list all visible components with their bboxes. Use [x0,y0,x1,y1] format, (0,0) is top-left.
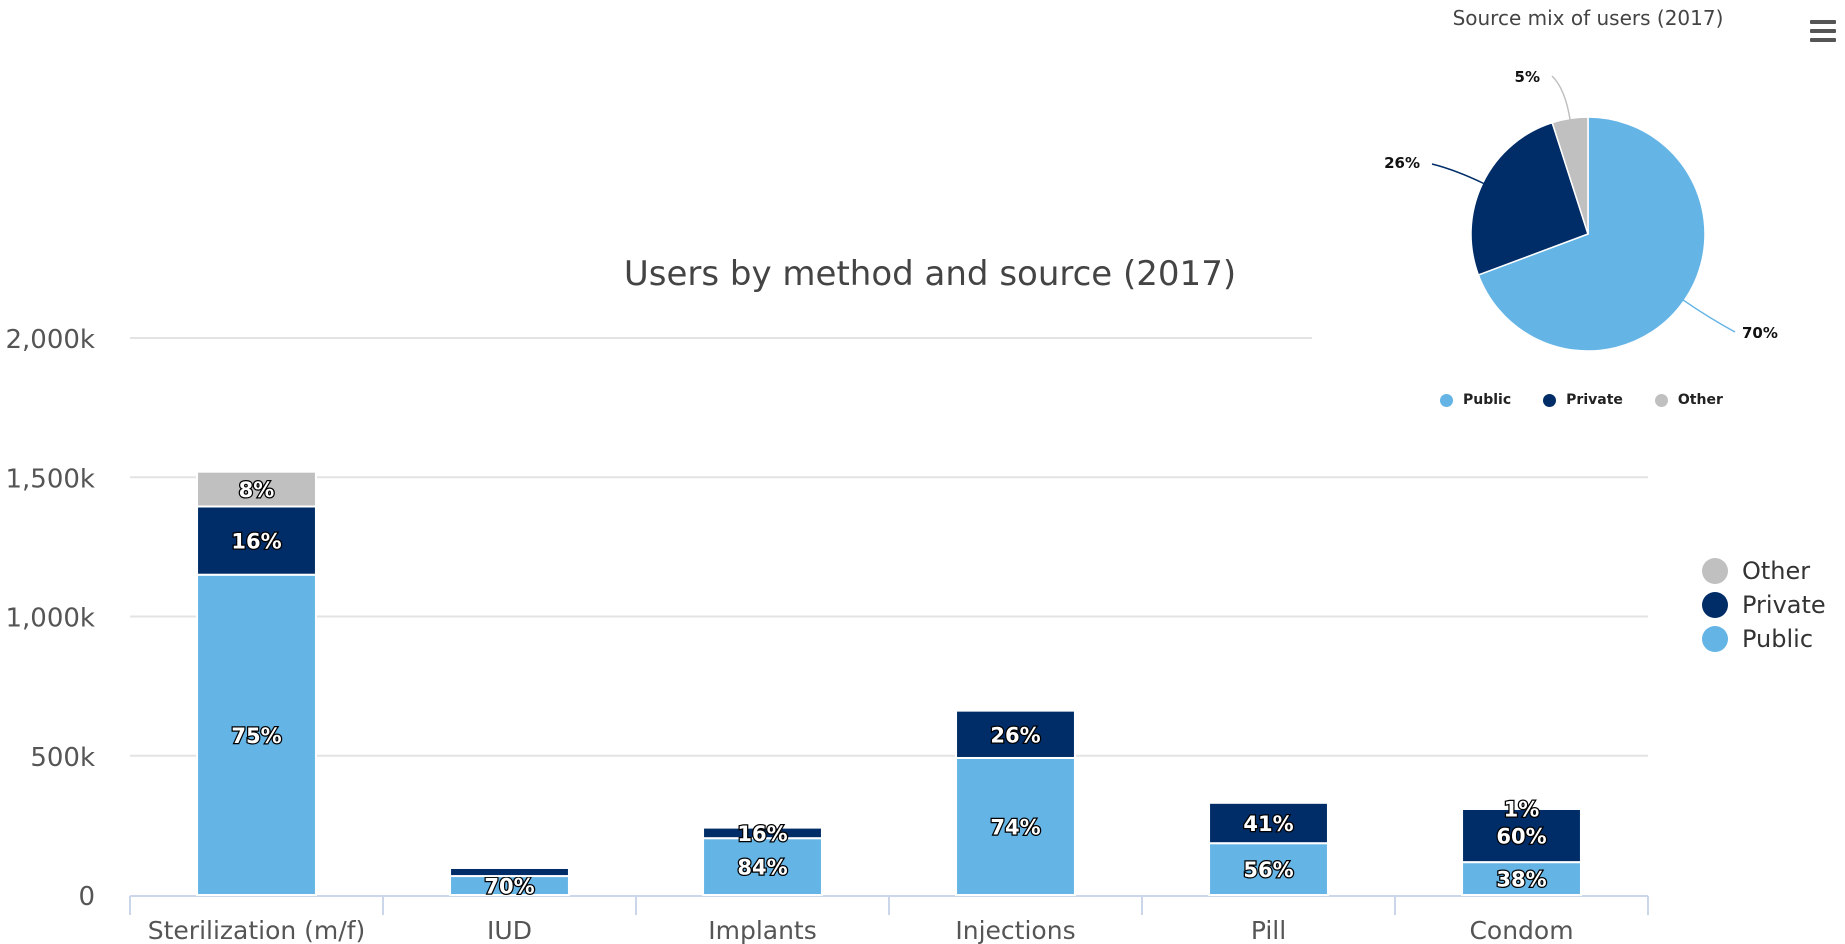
pie-legend-label-public: Public [1463,392,1512,408]
data-label: 75% [231,724,281,748]
bar-private-3 [955,709,1076,759]
pie-legend-dot-other [1654,393,1668,407]
pie-connector [1682,298,1736,333]
menu-line [1810,20,1836,24]
menu-line [1810,38,1836,42]
legend-item-other[interactable]: Other [1702,556,1826,586]
y-tick-label: 500k [30,743,95,773]
pie-legend-item-public[interactable]: Public [1440,392,1511,408]
x-tick-label: Injections [955,916,1075,944]
y-tick-label: 0 [78,882,95,912]
data-label: 70% [484,875,534,899]
bar-other-0 [196,470,317,508]
data-label: 60% [1496,825,1546,849]
data-label: 16% [231,530,281,554]
axis-layer: 0 500k 1,000k 1,500k 2,000k Sterilization (m/… [6,325,1649,944]
bar-layer: 75% 16% 8% 70% 84% 16% 74% 26% 56% 41% 38% 60% 1% [196,470,1582,900]
data-label: 1% [1504,798,1540,822]
pie-connector [1431,163,1485,185]
pie-layer: 70% 26% 5% [1384,68,1778,352]
pie-legend: Public Private Other [1440,392,1723,408]
menu-line [1810,29,1836,33]
legend-dot-other [1702,558,1728,584]
bar-chart-title: Users by method and source (2017) [624,254,1236,294]
pie-legend-label-other: Other [1677,392,1723,408]
legend-item-public[interactable]: Public [1702,624,1826,654]
legend-dot-private [1702,592,1728,618]
legend-item-private[interactable]: Private [1702,590,1826,620]
y-tick-label: 2,000k [6,325,96,355]
bar-private-4 [1208,801,1329,845]
data-label: 84% [737,856,787,880]
legend-label-public: Public [1742,625,1814,653]
bar-private-0 [196,505,317,576]
bar-legend: Other Private Public [1702,556,1826,654]
legend-dot-public [1702,626,1728,652]
pie-legend-dot-public [1440,393,1453,407]
pie-legend-item-private[interactable]: Private [1543,392,1623,408]
data-label: 26% [990,723,1040,747]
x-tick-label: Condom [1469,916,1573,944]
legend-label-private: Private [1742,591,1826,619]
data-label: 74% [990,815,1040,839]
x-tick-label: Sterilization (m/f) [148,916,366,944]
pie-data-label: 70% [1742,324,1778,342]
bar-public-3 [955,756,1076,897]
bar-public-0 [196,573,317,896]
bar-public-5 [1461,861,1582,897]
data-label: 41% [1243,812,1293,836]
bar-private-2 [702,826,823,840]
bar-private-1 [449,866,570,878]
data-label: 38% [1496,868,1546,892]
pie-legend-item-other[interactable]: Other [1654,392,1723,408]
x-tick-label: Implants [708,916,817,944]
x-tick-label: IUD [487,916,532,944]
bar-public-2 [702,837,823,896]
x-tick-label: Pill [1251,916,1286,944]
grid-layer [130,337,1648,757]
pie-connector [1551,75,1571,121]
pie-data-label: 26% [1384,154,1420,172]
data-label: 56% [1243,858,1293,882]
bar-public-4 [1208,842,1329,896]
pie-chart-title: Source mix of users (2017) [1453,6,1724,30]
bar-private-5 [1461,807,1582,864]
pie-data-label: 5% [1515,68,1540,86]
y-tick-label: 1,000k [6,604,96,634]
pie-legend-dot-private [1543,393,1557,407]
data-label: 8% [239,478,275,502]
hamburger-menu-icon[interactable] [1810,20,1836,42]
bar-other-5 [1461,807,1582,810]
pie-legend-label-private: Private [1566,392,1623,408]
y-tick-label: 1,500k [6,464,96,494]
legend-label-other: Other [1742,557,1811,585]
data-label: 16% [737,822,787,846]
